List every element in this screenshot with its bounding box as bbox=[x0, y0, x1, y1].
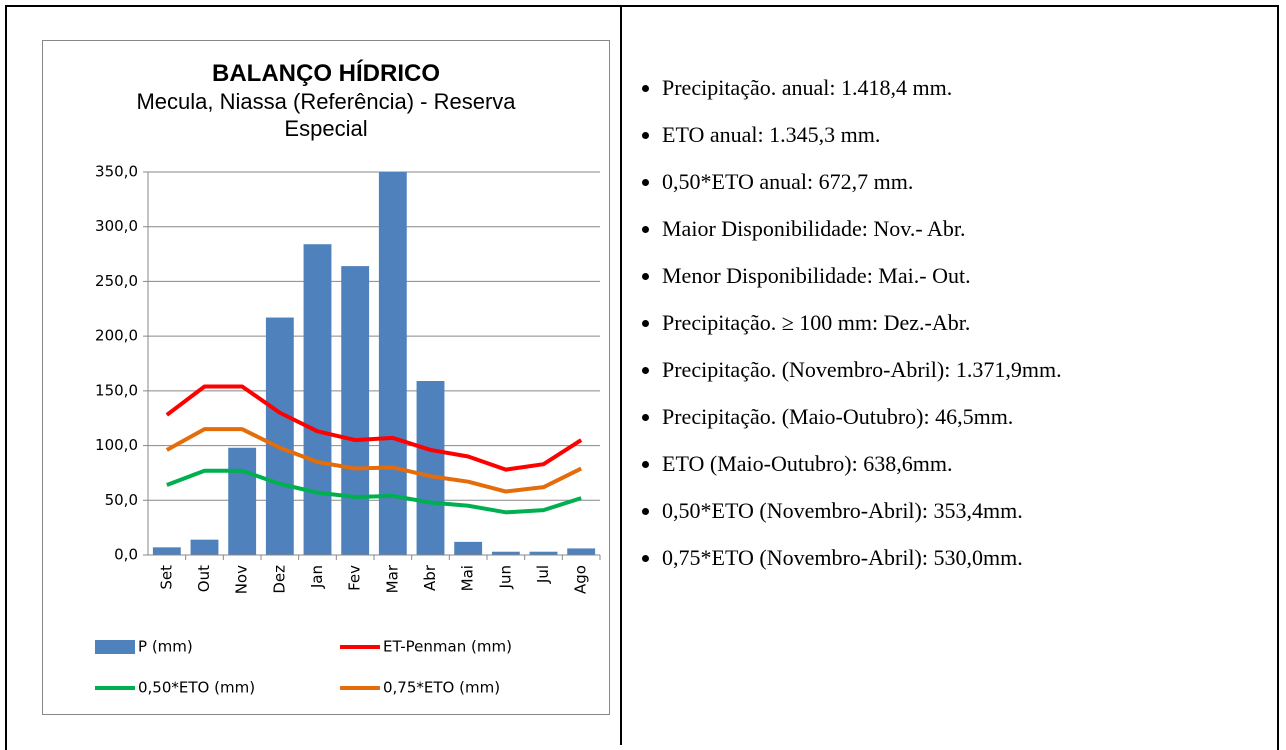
x-tick-label: Mai bbox=[459, 565, 477, 591]
y-tick-label: 100,0 bbox=[95, 436, 138, 454]
legend-swatch bbox=[95, 640, 135, 654]
bar bbox=[491, 551, 520, 555]
note: Maior Disponibilidade: Nov.- Abr. bbox=[662, 205, 1062, 252]
y-tick-label: 50,0 bbox=[105, 491, 138, 509]
x-tick-label: Set bbox=[157, 565, 175, 590]
x-tick-label: Fev bbox=[346, 565, 364, 591]
bar bbox=[416, 381, 445, 555]
notes-list: Precipitação. anual: 1.418,4 mm.ETO anua… bbox=[640, 64, 1062, 581]
legend-label: P (mm) bbox=[138, 638, 193, 656]
x-tick-label: Dez bbox=[270, 565, 288, 594]
note: 0,75*ETO (Novembro-Abril): 530,0mm. bbox=[662, 534, 1062, 581]
x-tick-label: Ago bbox=[572, 565, 590, 594]
note: 0,50*ETO anual: 672,7 mm. bbox=[662, 158, 1062, 205]
x-tick-label: Mar bbox=[383, 564, 401, 593]
bar bbox=[265, 317, 294, 555]
y-tick-label: 300,0 bbox=[95, 217, 138, 235]
note: Menor Disponibilidade: Mai.- Out. bbox=[662, 252, 1062, 299]
chart-subtitle: Mecula, Niassa (Referência) - Reserva Es… bbox=[136, 89, 516, 141]
x-tick-label: Abr bbox=[421, 564, 439, 591]
note: Precipitação. (Novembro-Abril): 1.371,9m… bbox=[662, 346, 1062, 393]
note: Precipitação. anual: 1.418,4 mm. bbox=[662, 64, 1062, 111]
bar bbox=[228, 447, 257, 555]
y-tick-label: 250,0 bbox=[95, 272, 138, 290]
bar bbox=[190, 539, 219, 555]
legend-label: 0,50*ETO (mm) bbox=[138, 679, 255, 697]
chart-title: BALANÇO HÍDRICO bbox=[212, 60, 440, 87]
chart-heading: BALANÇO HÍDRICO Mecula, Niassa (Referênc… bbox=[42, 60, 610, 142]
legend-label: 0,75*ETO (mm) bbox=[383, 679, 500, 697]
y-tick-label: 0,0 bbox=[114, 546, 138, 564]
table-border bbox=[5, 5, 1279, 750]
y-tick-label: 150,0 bbox=[95, 381, 138, 399]
bar bbox=[567, 548, 596, 555]
note: Precipitação. ≥ 100 mm: Dez.-Abr. bbox=[662, 299, 1062, 346]
x-tick-label: Jul bbox=[534, 565, 552, 584]
x-tick-label: Out bbox=[195, 565, 213, 592]
note: 0,50*ETO (Novembro-Abril): 353,4mm. bbox=[662, 487, 1062, 534]
chart-frame bbox=[42, 40, 610, 715]
y-tick-label: 200,0 bbox=[95, 327, 138, 345]
bar bbox=[341, 266, 370, 555]
x-tick-label: Nov bbox=[233, 565, 251, 594]
bar bbox=[529, 551, 558, 555]
bar bbox=[378, 172, 407, 555]
cell-divider bbox=[620, 5, 622, 745]
legend-label: ET-Penman (mm) bbox=[383, 638, 512, 656]
note: Precipitação. (Maio-Outubro): 46,5mm. bbox=[662, 393, 1062, 440]
line bbox=[165, 384, 583, 472]
note: ETO (Maio-Outubro): 638,6mm. bbox=[662, 440, 1062, 487]
line bbox=[166, 468, 582, 515]
y-tick-label: 350,0 bbox=[95, 163, 138, 181]
x-tick-label: Jun bbox=[496, 565, 514, 589]
bar bbox=[454, 541, 483, 555]
x-tick-label: Jan bbox=[308, 565, 326, 589]
bar bbox=[152, 547, 181, 555]
line bbox=[165, 427, 583, 494]
bar bbox=[303, 244, 332, 556]
note: ETO anual: 1.345,3 mm. bbox=[662, 111, 1062, 158]
